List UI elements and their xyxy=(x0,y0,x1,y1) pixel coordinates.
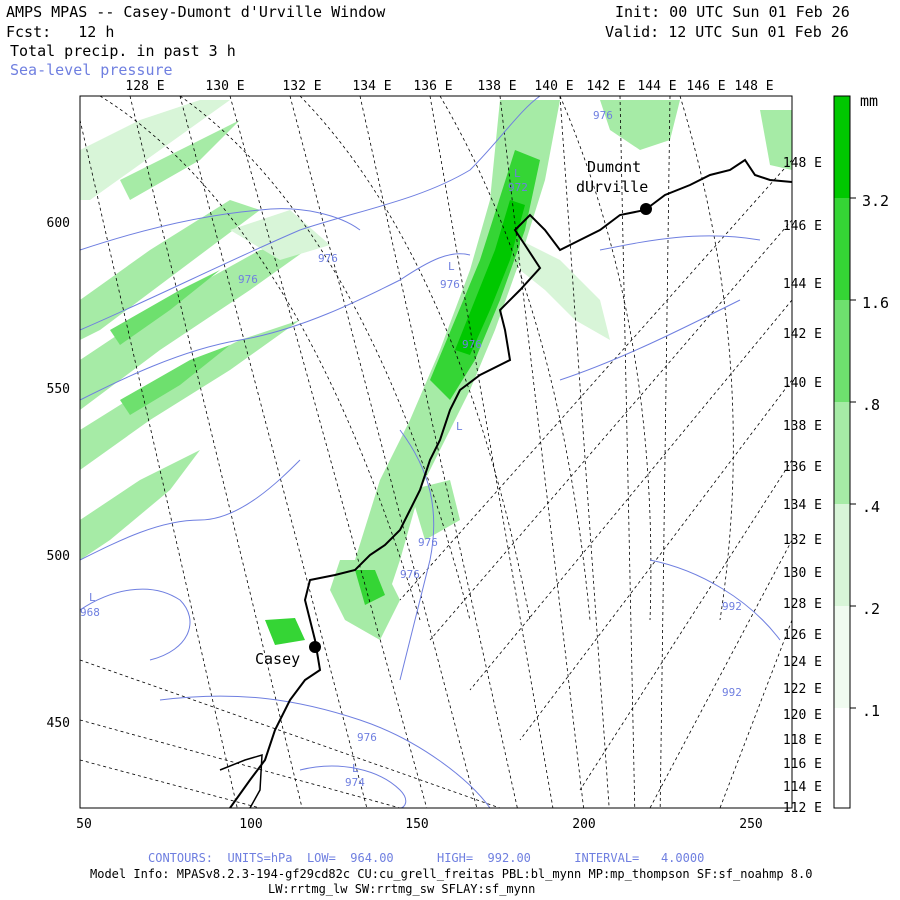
right-lon-label: 132 E xyxy=(783,533,822,548)
x-axis-label: 250 xyxy=(739,817,762,832)
contour-label: 976 xyxy=(418,536,438,549)
low-marker: L xyxy=(456,420,463,433)
colorbar-swatch-3-2 xyxy=(834,96,850,198)
forecast-hour: Fcst: 12 h xyxy=(6,23,115,41)
y-axis-label: 600 xyxy=(47,216,70,231)
right-lon-label: 114 E xyxy=(783,780,822,795)
plot-border xyxy=(79,95,793,809)
dumont-station-label: dUrville xyxy=(576,178,648,196)
right-lon-label: 136 E xyxy=(783,460,822,475)
colorbar-label: .4 xyxy=(862,498,880,516)
coastline xyxy=(229,158,792,808)
contour-label: 976 xyxy=(238,273,258,286)
low-marker: L xyxy=(514,167,521,180)
colorbar-swatch-0-8 xyxy=(834,300,850,402)
top-lon-label: 136 E xyxy=(413,79,452,94)
colorbar-label: 3.2 xyxy=(862,192,889,210)
colorbar-swatch-blank xyxy=(834,708,850,808)
right-lon-label: 122 E xyxy=(783,682,822,697)
x-axis-label: 200 xyxy=(572,817,595,832)
colorbar-label: 1.6 xyxy=(862,294,889,312)
model-info: Model Info: MPASv8.2.3-194-gf29cd82c CU:… xyxy=(90,867,813,881)
top-lon-label: 142 E xyxy=(586,79,625,94)
colorbar-swatch-0-2 xyxy=(834,504,850,606)
colorbar-unit: mm xyxy=(860,92,878,110)
low-marker: L xyxy=(89,591,96,604)
casey-station-marker xyxy=(309,641,321,653)
valid-time: Valid: 12 UTC Sun 01 Feb 26 xyxy=(605,23,849,41)
right-lon-label: 146 E xyxy=(783,219,822,234)
colorbar-label: .8 xyxy=(862,396,880,414)
right-lon-label: 124 E xyxy=(783,655,822,670)
dumont-durville-station-marker xyxy=(640,203,652,215)
contour-label: 976 xyxy=(593,109,613,122)
y-axis-label: 450 xyxy=(47,716,70,731)
right-lon-label: 126 E xyxy=(783,628,822,643)
low-marker: L xyxy=(352,762,359,775)
x-axis-label: 50 xyxy=(76,817,92,832)
pressure-contours xyxy=(80,96,781,808)
top-lon-label: 148 E xyxy=(734,79,773,94)
right-lon-label: 148 E xyxy=(783,156,822,171)
top-lon-label: 134 E xyxy=(352,79,391,94)
overlay-name: Sea-level pressure xyxy=(10,61,173,79)
colorbar xyxy=(833,95,856,809)
casey-station-label: Casey xyxy=(255,650,300,668)
right-lon-label: 138 E xyxy=(783,419,822,434)
contour-label: 992 xyxy=(722,600,742,613)
right-lon-label: 118 E xyxy=(783,733,822,748)
contour-label: 992 xyxy=(722,686,742,699)
right-lon-label: 112 E xyxy=(783,801,822,816)
right-lon-label: 140 E xyxy=(783,376,822,391)
init-time: Init: 00 UTC Sun 01 Feb 26 xyxy=(615,3,850,21)
contour-label: 976 xyxy=(318,252,338,265)
map-title: AMPS MPAS -- Casey-Dumont d'Urville Wind… xyxy=(6,3,386,21)
x-axis-label: 100 xyxy=(239,817,262,832)
top-lon-label: 138 E xyxy=(477,79,516,94)
colorbar-swatch-0-4 xyxy=(834,402,850,504)
y-axis-label: 550 xyxy=(47,382,70,397)
colorbar-swatch-1-6 xyxy=(834,198,850,300)
low-marker: L xyxy=(448,260,455,273)
top-lon-label: 146 E xyxy=(686,79,725,94)
contour-label: 976 xyxy=(400,568,420,581)
right-lon-label: 128 E xyxy=(783,597,822,612)
contour-label: 968 xyxy=(80,606,100,619)
contour-label: 976 xyxy=(462,338,482,351)
colorbar-label: .1 xyxy=(862,702,880,720)
right-lon-label: 134 E xyxy=(783,498,822,513)
right-lon-label: 116 E xyxy=(783,757,822,772)
right-lon-label: 120 E xyxy=(783,708,822,723)
y-axis-label: 500 xyxy=(47,549,70,564)
x-axis-label: 150 xyxy=(405,817,428,832)
top-lon-label: 140 E xyxy=(534,79,573,94)
right-lon-label: 142 E xyxy=(783,327,822,342)
contour-label: 976 xyxy=(440,278,460,291)
top-lon-label: 128 E xyxy=(125,79,164,94)
right-lon-label: 144 E xyxy=(783,277,822,292)
top-lon-label: 144 E xyxy=(637,79,676,94)
colorbar-label: .2 xyxy=(862,600,880,618)
contour-label: 972 xyxy=(508,181,528,194)
top-lon-label: 130 E xyxy=(205,79,244,94)
contour-label: 976 xyxy=(357,731,377,744)
top-lon-label: 132 E xyxy=(282,79,321,94)
contours-info: CONTOURS: UNITS=hPa LOW= 964.00 HIGH= 99… xyxy=(148,851,705,865)
contour-label: 974 xyxy=(345,776,365,789)
right-lon-label: 130 E xyxy=(783,566,822,581)
colorbar-swatch-0-1 xyxy=(834,606,850,708)
scheme-info: LW:rrtmg_lw SW:rrtmg_sw SFLAY:sf_mynn xyxy=(268,882,536,896)
field-name: Total precip. in past 3 h xyxy=(10,42,236,60)
dumont-station-label: Dumont xyxy=(587,158,641,176)
